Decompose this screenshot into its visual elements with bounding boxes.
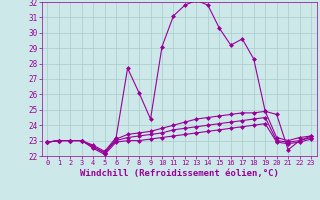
X-axis label: Windchill (Refroidissement éolien,°C): Windchill (Refroidissement éolien,°C)	[80, 169, 279, 178]
